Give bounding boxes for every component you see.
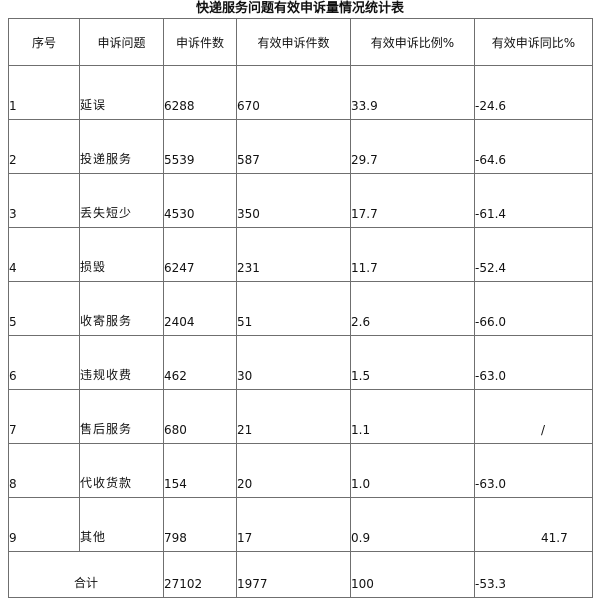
cell-complaints: 680: [163, 389, 237, 444]
header-cell-yoy: 有效申诉同比%: [474, 18, 593, 66]
cell-valid-complaints: 30: [236, 335, 351, 390]
cell-index: 3: [8, 173, 80, 228]
cell-valid-complaints: 51: [236, 281, 351, 336]
cell-valid-ratio: 33.9: [350, 65, 475, 120]
cell-valid-complaints: 231: [236, 227, 351, 282]
cell-index: 7: [8, 389, 80, 444]
table-row: 9 其他 798 17 0.9 41.7: [8, 497, 593, 552]
total-row: 合计 27102 1977 100 -53.3: [8, 551, 593, 598]
cell-index: 8: [8, 443, 80, 498]
cell-complaints: 2404: [163, 281, 237, 336]
cell-index: 9: [8, 497, 80, 552]
cell-yoy: /: [474, 389, 593, 444]
cell-valid-ratio: 11.7: [350, 227, 475, 282]
header-cell-valid-complaints: 有效申诉件数: [236, 18, 351, 66]
cell-index: 1: [8, 65, 80, 120]
table-row: 6 违规收费 462 30 1.5 -63.0: [8, 335, 593, 390]
cell-issue: 投递服务: [79, 119, 164, 174]
cell-yoy: 41.7: [474, 497, 593, 552]
cell-valid-complaints: 670: [236, 65, 351, 120]
table-row: 3 丢失短少 4530 350 17.7 -61.4: [8, 173, 593, 228]
header-cell-index: 序号: [8, 18, 80, 66]
cell-issue: 丢失短少: [79, 173, 164, 228]
table-row: 4 损毁 6247 231 11.7 -52.4: [8, 227, 593, 282]
cell-valid-ratio: 29.7: [350, 119, 475, 174]
total-complaints: 27102: [163, 551, 237, 598]
table-row: 8 代收货款 154 20 1.0 -63.0: [8, 443, 593, 498]
table-row: 5 收寄服务 2404 51 2.6 -66.0: [8, 281, 593, 336]
cell-valid-ratio: 1.5: [350, 335, 475, 390]
cell-yoy: -64.6: [474, 119, 593, 174]
cell-complaints: 6288: [163, 65, 237, 120]
total-label: 合计: [8, 551, 164, 598]
total-yoy: -53.3: [474, 551, 593, 598]
cell-yoy: -63.0: [474, 443, 593, 498]
table-title: 快递服务问题有效申诉量情况统计表: [195, 1, 404, 16]
header-cell-issue: 申诉问题: [79, 18, 164, 66]
cell-yoy: -66.0: [474, 281, 593, 336]
cell-complaints: 798: [163, 497, 237, 552]
cell-issue: 其他: [79, 497, 164, 552]
total-valid-complaints: 1977: [236, 551, 351, 598]
cell-valid-complaints: 587: [236, 119, 351, 174]
cell-valid-complaints: 17: [236, 497, 351, 552]
table-row: 2 投递服务 5539 587 29.7 -64.6: [8, 119, 593, 174]
complaint-statistics-table: 序号 申诉问题 申诉件数 有效申诉件数 有效申诉比例% 有效申诉同比% 1 延误…: [8, 18, 593, 598]
cell-issue: 代收货款: [79, 443, 164, 498]
total-valid-ratio: 100: [350, 551, 475, 598]
cell-index: 6: [8, 335, 80, 390]
cell-index: 2: [8, 119, 80, 174]
cell-index: 5: [8, 281, 80, 336]
cell-complaints: 462: [163, 335, 237, 390]
cell-valid-complaints: 350: [236, 173, 351, 228]
cell-complaints: 5539: [163, 119, 237, 174]
cell-issue: 延误: [79, 65, 164, 120]
cell-complaints: 6247: [163, 227, 237, 282]
cell-index: 4: [8, 227, 80, 282]
cell-yoy: -61.4: [474, 173, 593, 228]
cell-issue: 违规收费: [79, 335, 164, 390]
cell-yoy: -52.4: [474, 227, 593, 282]
table-row: 7 售后服务 680 21 1.1 /: [8, 389, 593, 444]
cell-yoy: -24.6: [474, 65, 593, 120]
cell-yoy: -63.0: [474, 335, 593, 390]
cell-valid-ratio: 0.9: [350, 497, 475, 552]
header-row: 序号 申诉问题 申诉件数 有效申诉件数 有效申诉比例% 有效申诉同比%: [8, 18, 593, 66]
header-cell-valid-ratio: 有效申诉比例%: [350, 18, 475, 66]
table-row: 1 延误 6288 670 33.9 -24.6: [8, 65, 593, 120]
cell-issue: 损毁: [79, 227, 164, 282]
cell-complaints: 154: [163, 443, 237, 498]
cell-valid-ratio: 17.7: [350, 173, 475, 228]
cell-valid-ratio: 1.1: [350, 389, 475, 444]
cell-issue: 售后服务: [79, 389, 164, 444]
cell-valid-ratio: 1.0: [350, 443, 475, 498]
header-cell-complaints: 申诉件数: [163, 18, 237, 66]
cell-valid-ratio: 2.6: [350, 281, 475, 336]
cell-valid-complaints: 20: [236, 443, 351, 498]
cell-issue: 收寄服务: [79, 281, 164, 336]
cell-valid-complaints: 21: [236, 389, 351, 444]
cell-complaints: 4530: [163, 173, 237, 228]
